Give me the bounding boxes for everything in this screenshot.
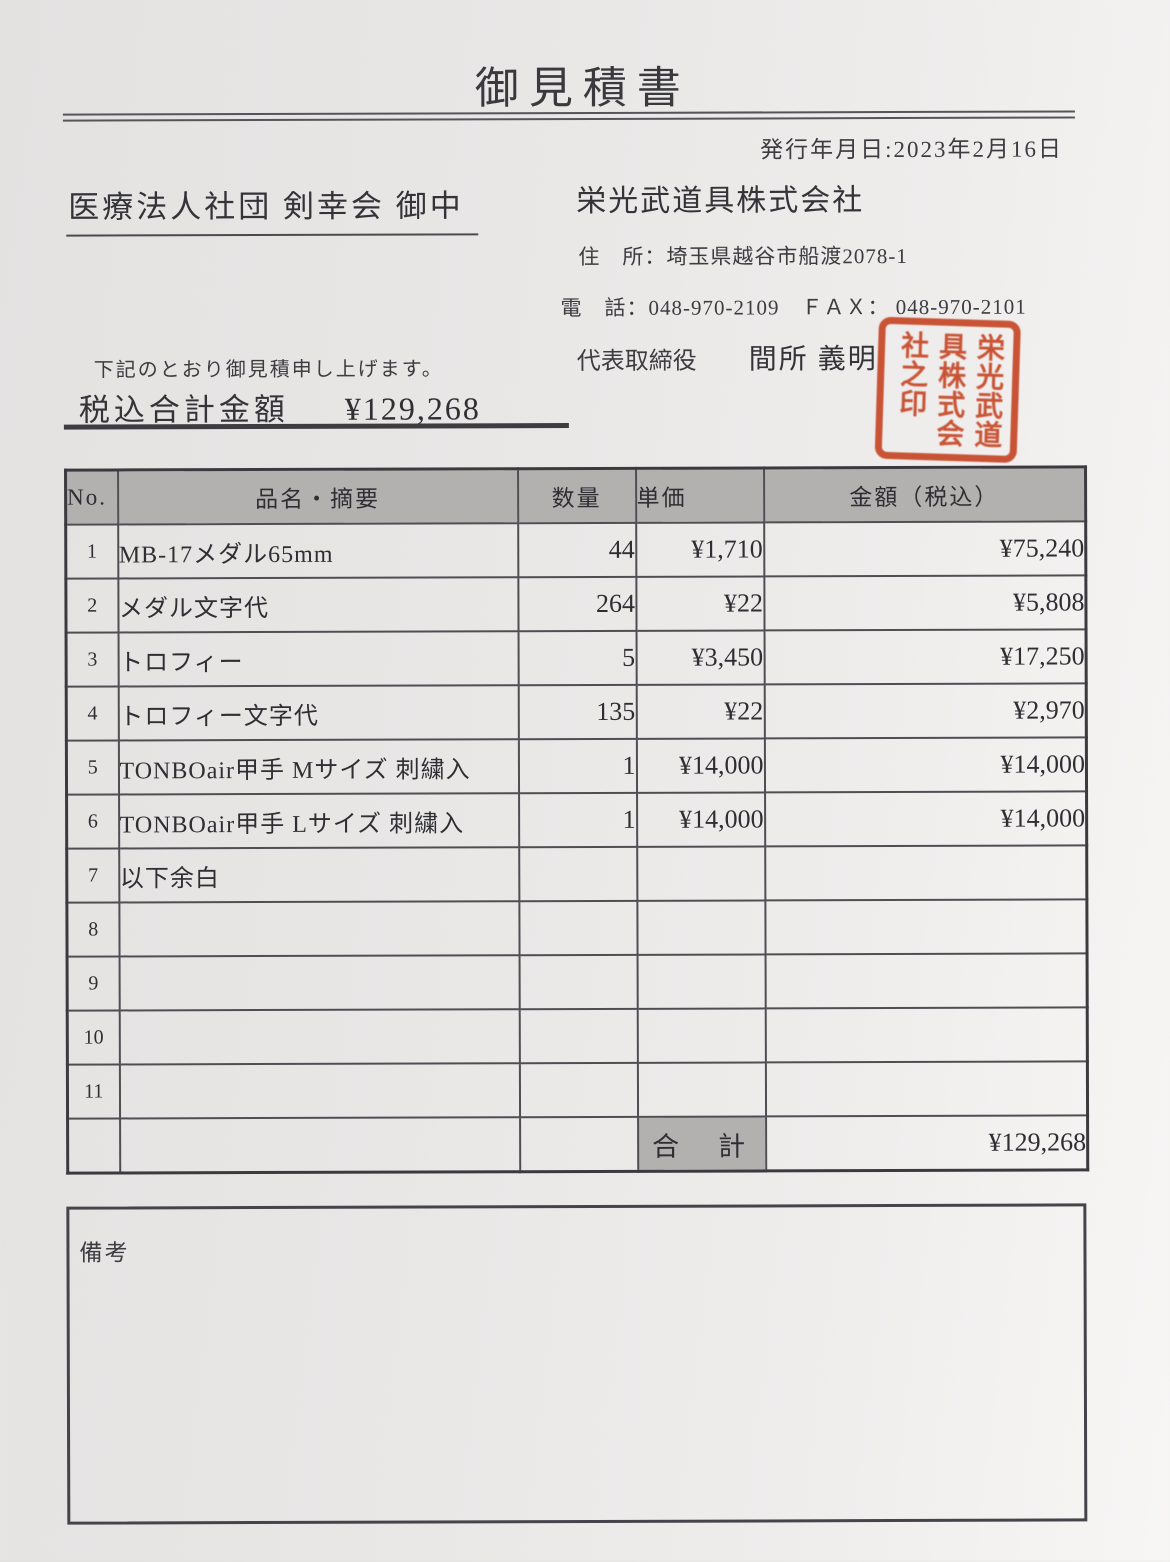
cell-unit bbox=[637, 1008, 766, 1063]
cell-amount: ¥14,000 bbox=[764, 737, 1087, 793]
cell-no bbox=[67, 1118, 120, 1174]
cell-amount bbox=[764, 845, 1087, 901]
cell-item bbox=[119, 955, 520, 1011]
cell-unit: ¥22 bbox=[635, 576, 765, 631]
cell-qty bbox=[519, 1062, 638, 1118]
cell-amount: ¥2,970 bbox=[764, 683, 1087, 739]
document-title: 御見積書 bbox=[474, 63, 691, 114]
cell-qty: 135 bbox=[518, 684, 637, 740]
cell-unit: ¥14,000 bbox=[636, 792, 765, 847]
issue-date: 発行年月日:2023年2月16日 bbox=[760, 136, 1064, 163]
representative-name: 間所 義明 bbox=[748, 344, 878, 376]
remarks-label: 備考 bbox=[79, 1240, 130, 1266]
cell-qty: 264 bbox=[517, 576, 637, 632]
cell-qty: 44 bbox=[517, 522, 636, 578]
issuer-phone-fax: 電 話：048-970-2109 ＦＡＸ： 048-970-2101 bbox=[560, 294, 1027, 321]
issuer-representative-line: 代表取締役 間所 義明 bbox=[577, 337, 878, 378]
cell-qty bbox=[518, 900, 638, 956]
cell-no: 2 bbox=[65, 578, 119, 633]
cell-no: 8 bbox=[66, 902, 120, 957]
table-row: 11 bbox=[67, 1061, 1088, 1119]
cell-qty: 1 bbox=[518, 792, 637, 848]
cell-qty bbox=[519, 954, 638, 1010]
cell-no: 4 bbox=[66, 686, 119, 741]
table-row: 1 MB-17メダル65mm 44 ¥1,710 ¥75,240 bbox=[65, 521, 1086, 579]
cell-qty bbox=[518, 846, 637, 902]
representative-title: 代表取締役 bbox=[576, 348, 697, 376]
cell-item: MB-17メダル65mm bbox=[117, 523, 518, 579]
cell-no: 10 bbox=[67, 1010, 120, 1065]
seal-text-column: 社之印 bbox=[894, 330, 929, 419]
issuer-company-name: 栄光武道具株式会社 bbox=[576, 184, 865, 219]
cell-amount bbox=[765, 1061, 1088, 1117]
col-header-no: No. bbox=[65, 469, 118, 525]
cell-item bbox=[118, 901, 520, 957]
greeting-text: 下記のとおり御見積申し上げます。 bbox=[93, 358, 444, 382]
col-header-unit: 単価 bbox=[635, 467, 764, 523]
cell-qty bbox=[519, 1116, 638, 1172]
cell-unit: ¥3,450 bbox=[636, 630, 765, 685]
cell-item: TONBOair甲手 Mサイズ 刺繍入 bbox=[118, 739, 519, 795]
cell-unit: ¥22 bbox=[636, 684, 765, 739]
col-header-qty: 数量 bbox=[517, 468, 636, 524]
table-row: 8 bbox=[66, 899, 1088, 957]
cell-unit bbox=[636, 846, 765, 901]
table-row: 7 以下余白 bbox=[66, 845, 1087, 903]
col-header-amount: 金額（税込） bbox=[763, 466, 1086, 523]
cell-no: 9 bbox=[67, 956, 120, 1011]
cell-qty bbox=[519, 1008, 638, 1064]
cell-item bbox=[119, 1009, 520, 1065]
cell-no: 11 bbox=[67, 1064, 120, 1119]
col-header-item: 品名・摘要 bbox=[117, 468, 518, 525]
cell-no: 1 bbox=[65, 524, 118, 579]
total-amount-cell: ¥129,268 bbox=[765, 1115, 1088, 1171]
company-seal-stamp: 栄光武道 具株式会 社之印 bbox=[874, 316, 1021, 464]
remarks-box: 備考 bbox=[66, 1203, 1088, 1525]
seal-text-column: 具株式会 bbox=[931, 331, 967, 449]
cell-no: 5 bbox=[66, 740, 119, 795]
cell-amount bbox=[764, 899, 1088, 955]
cell-qty: 5 bbox=[518, 630, 637, 686]
cell-qty: 1 bbox=[518, 738, 637, 794]
cell-amount: ¥5,808 bbox=[763, 575, 1087, 631]
total-label-cell: 合 計 bbox=[637, 1116, 766, 1172]
grand-total-label: 税込合計金額 bbox=[78, 391, 289, 428]
cell-unit: ¥14,000 bbox=[636, 738, 765, 793]
cell-no: 6 bbox=[66, 794, 119, 849]
table-row: 9 bbox=[67, 953, 1088, 1011]
cell-item: トロフィー文字代 bbox=[118, 685, 519, 741]
cell-unit bbox=[636, 900, 766, 955]
cell-item bbox=[119, 1063, 520, 1119]
issuer-address: 住 所：埼玉県越谷市船渡2078-1 bbox=[578, 243, 908, 270]
grand-total-underline bbox=[63, 423, 569, 430]
table-row: 2 メダル文字代 264 ¥22 ¥5,808 bbox=[65, 575, 1087, 633]
cell-unit bbox=[637, 1062, 766, 1117]
recipient-name: 医療法人社団 剣幸会 御中 bbox=[66, 180, 478, 237]
total-row: 合 計 ¥129,268 bbox=[67, 1115, 1088, 1174]
cell-unit bbox=[637, 954, 766, 1009]
grand-total-amount: ¥129,268 bbox=[344, 390, 481, 427]
cell-amount: ¥75,240 bbox=[763, 521, 1086, 577]
table-row: 6 TONBOair甲手 Lサイズ 刺繍入 1 ¥14,000 ¥14,000 bbox=[66, 791, 1087, 849]
cell-amount: ¥14,000 bbox=[764, 791, 1087, 847]
cell-no: 3 bbox=[66, 632, 119, 687]
cell-unit: ¥1,710 bbox=[635, 522, 764, 577]
cell-item: TONBOair甲手 Lサイズ 刺繍入 bbox=[118, 793, 519, 849]
cell-amount: ¥17,250 bbox=[764, 629, 1087, 685]
items-table: No. 品名・摘要 数量 単価 金額（税込） 1 MB-17メダル65mm 44… bbox=[64, 465, 1090, 1175]
cell-item: 以下余白 bbox=[118, 847, 519, 903]
cell-amount bbox=[765, 1007, 1088, 1063]
cell-item: トロフィー bbox=[118, 631, 519, 687]
cell-amount bbox=[765, 953, 1088, 1009]
cell-item bbox=[119, 1117, 520, 1173]
table-row: 4 トロフィー文字代 135 ¥22 ¥2,970 bbox=[66, 683, 1087, 741]
table-row: 10 bbox=[67, 1007, 1088, 1065]
cell-no: 7 bbox=[66, 848, 119, 903]
cell-item: メダル文字代 bbox=[117, 577, 519, 633]
table-row: 5 TONBOair甲手 Mサイズ 刺繍入 1 ¥14,000 ¥14,000 bbox=[66, 737, 1087, 795]
table-header-row: No. 品名・摘要 数量 単価 金額（税込） bbox=[65, 466, 1086, 525]
seal-text-column: 栄光武道 bbox=[969, 332, 1005, 450]
table-row: 3 トロフィー 5 ¥3,450 ¥17,250 bbox=[66, 629, 1087, 687]
